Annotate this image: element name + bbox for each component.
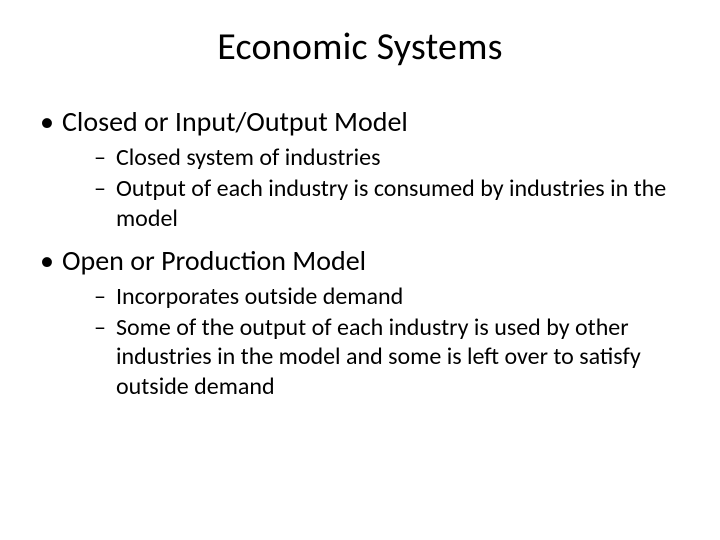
slide: Economic Systems Closed or Input/Output … xyxy=(0,0,720,540)
sub-bullet-list: Incorporates outside demand Some of the … xyxy=(62,282,686,401)
slide-title: Economic Systems xyxy=(34,24,686,70)
list-item: Open or Production Model Incorporates ou… xyxy=(34,243,686,401)
list-item-text: Open or Production Model xyxy=(62,243,366,278)
sub-list-item: Output of each industry is consumed by i… xyxy=(62,174,686,233)
sub-list-item: Closed system of industries xyxy=(62,143,686,172)
list-item: Closed or Input/Output Model Closed syst… xyxy=(34,104,686,233)
bullet-list: Closed or Input/Output Model Closed syst… xyxy=(34,104,686,401)
sub-list-item: Incorporates outside demand xyxy=(62,282,686,311)
sub-list-item: Some of the output of each industry is u… xyxy=(62,313,686,401)
list-item-text: Closed or Input/Output Model xyxy=(62,104,408,139)
sub-bullet-list: Closed system of industries Output of ea… xyxy=(62,143,686,233)
